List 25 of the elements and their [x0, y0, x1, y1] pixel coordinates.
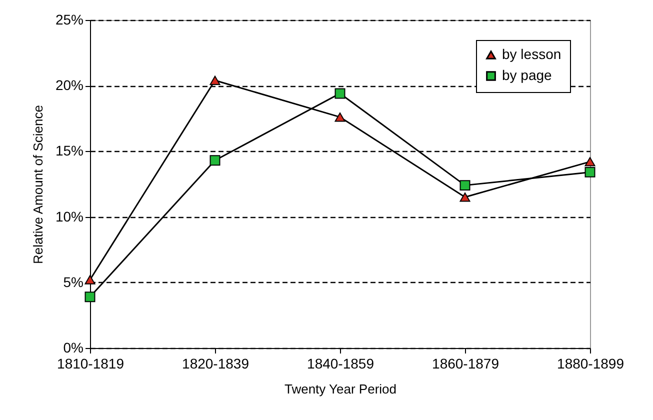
point	[460, 192, 470, 202]
point	[210, 76, 220, 85]
legend-label: by page	[502, 67, 552, 83]
x-tick-label: 1810-1819	[57, 356, 124, 372]
point	[84, 275, 96, 284]
point	[210, 155, 220, 166]
point	[334, 88, 346, 99]
y-tick-label: 5%	[63, 274, 84, 290]
point	[460, 180, 470, 191]
point	[584, 157, 596, 166]
legend-label: by lesson	[502, 46, 562, 62]
y-axis-title: Relative Amount of Science	[30, 105, 46, 264]
point	[584, 166, 596, 178]
y-tick-label: 15%	[55, 142, 84, 159]
x-axis-title: Twenty Year Period	[284, 382, 397, 396]
point	[84, 292, 96, 302]
x-tick-label: 1840-1859	[307, 356, 374, 372]
x-tick-label: 1820-1839	[182, 356, 250, 372]
point	[334, 112, 346, 122]
y-tick-label: 10%	[55, 208, 84, 224]
x-tick-label: 1860-1879	[432, 356, 500, 372]
y-tick-label: 20%	[55, 77, 84, 94]
x-tick-label: 1880-1899	[557, 356, 624, 372]
y-tick-label: 0%	[63, 340, 84, 356]
y-tick-label: 25%	[55, 12, 84, 28]
